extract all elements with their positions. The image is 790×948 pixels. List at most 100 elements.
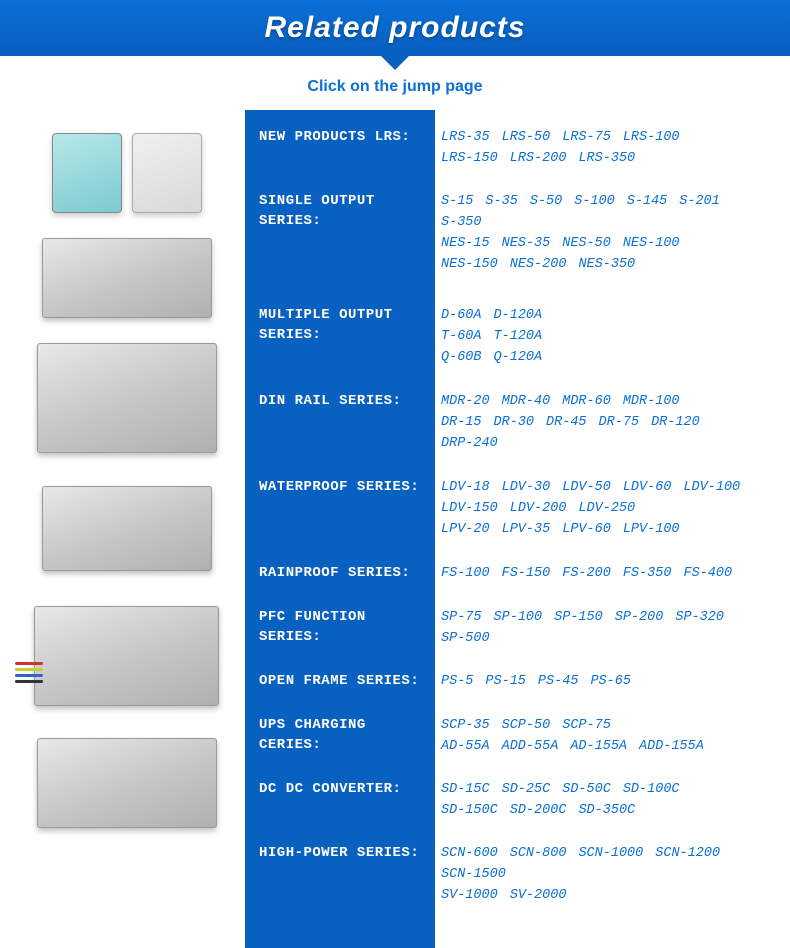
product-link[interactable]: AD-155A [570, 737, 627, 758]
category-label: HIGH-POWER SERIES: [259, 844, 425, 916]
product-link[interactable]: SD-100C [623, 780, 680, 801]
product-link[interactable]: SV-2000 [510, 886, 567, 907]
psu-icon [37, 343, 217, 453]
banner: Related products [0, 0, 790, 56]
product-link[interactable]: T-60A [441, 327, 482, 348]
product-link[interactable]: S-35 [485, 192, 517, 213]
product-link[interactable]: SP-100 [494, 608, 543, 629]
product-link[interactable]: FS-200 [562, 564, 611, 585]
product-link[interactable]: LRS-75 [562, 128, 611, 149]
product-link[interactable]: LRS-35 [441, 128, 490, 149]
product-link[interactable]: PS-65 [590, 672, 631, 693]
product-link[interactable]: S-100 [574, 192, 615, 213]
product-link[interactable]: LPV-35 [502, 520, 551, 541]
product-link[interactable]: FS-100 [441, 564, 490, 585]
product-link[interactable]: DR-120 [651, 413, 700, 434]
product-link[interactable]: LDV-100 [683, 478, 740, 499]
product-link[interactable]: MDR-60 [562, 392, 611, 413]
product-link[interactable]: LDV-18 [441, 478, 490, 499]
product-link[interactable]: LRS-100 [623, 128, 680, 149]
product-link[interactable]: SCP-50 [502, 716, 551, 737]
product-link[interactable]: SD-15C [441, 780, 490, 801]
link-group: LRS-35 LRS-50 LRS-75 LRS-100 LRS-150 LRS-200 L… [441, 128, 780, 178]
product-link[interactable]: T-120A [494, 327, 543, 348]
psu-icon [37, 738, 217, 828]
product-link[interactable]: NES-350 [578, 255, 635, 276]
product-link[interactable]: S-15 [441, 192, 473, 213]
category-label: MULTIPLE OUTPUT SERIES: [259, 306, 425, 378]
product-link[interactable]: SD-25C [502, 780, 551, 801]
product-link[interactable]: LRS-150 [441, 149, 498, 170]
product-link[interactable]: S-50 [530, 192, 562, 213]
product-link[interactable]: LPV-60 [562, 520, 611, 541]
product-link[interactable]: FS-150 [502, 564, 551, 585]
product-link[interactable]: NES-150 [441, 255, 498, 276]
product-link[interactable]: MDR-100 [623, 392, 680, 413]
product-link[interactable]: DR-30 [494, 413, 535, 434]
product-link[interactable]: SCN-600 [441, 844, 498, 865]
link-group: FS-100 FS-150 FS-200 FS-350 FS-400 [441, 564, 780, 594]
product-link[interactable]: NES-200 [510, 255, 567, 276]
product-link[interactable]: FS-400 [683, 564, 732, 585]
psu-icon [42, 238, 212, 318]
product-link[interactable]: SD-200C [510, 801, 567, 822]
product-link[interactable]: D-60A [441, 306, 482, 327]
product-link[interactable]: S-350 [441, 213, 482, 234]
link-group: PS-5 PS-15 PS-45 PS-65 [441, 672, 780, 702]
product-link[interactable]: NES-35 [502, 234, 551, 255]
product-link[interactable]: SCP-75 [562, 716, 611, 737]
product-link[interactable]: SCN-1500 [441, 865, 506, 886]
product-link[interactable]: LDV-250 [578, 499, 635, 520]
psu-icon [52, 133, 122, 213]
product-link[interactable]: SP-500 [441, 629, 490, 650]
product-link[interactable]: MDR-20 [441, 392, 490, 413]
product-link[interactable]: Q-60B [441, 348, 482, 369]
product-link[interactable]: LRS-50 [502, 128, 551, 149]
product-link[interactable]: NES-50 [562, 234, 611, 255]
product-link[interactable]: PS-45 [538, 672, 579, 693]
product-link[interactable]: MDR-40 [502, 392, 551, 413]
product-link[interactable]: S-145 [627, 192, 668, 213]
product-link[interactable]: LPV-100 [623, 520, 680, 541]
product-link[interactable]: LDV-30 [502, 478, 551, 499]
product-link[interactable]: SCN-1200 [655, 844, 720, 865]
product-link[interactable]: SCN-800 [510, 844, 567, 865]
product-link[interactable]: DR-75 [599, 413, 640, 434]
product-link[interactable]: SCN-1000 [578, 844, 643, 865]
product-link[interactable]: DR-15 [441, 413, 482, 434]
product-image [8, 228, 245, 328]
product-link[interactable]: ADD-155A [639, 737, 704, 758]
product-link[interactable]: NES-15 [441, 234, 490, 255]
category-label: RAINPROOF SERIES: [259, 564, 425, 594]
product-link[interactable]: SP-200 [615, 608, 664, 629]
product-link[interactable]: SP-320 [675, 608, 724, 629]
product-link[interactable]: DR-45 [546, 413, 587, 434]
product-link[interactable]: LDV-150 [441, 499, 498, 520]
product-link[interactable]: D-120A [494, 306, 543, 327]
product-link[interactable]: LDV-50 [562, 478, 611, 499]
product-link[interactable]: FS-350 [623, 564, 672, 585]
product-link[interactable]: AD-55A [441, 737, 490, 758]
product-link[interactable]: NES-100 [623, 234, 680, 255]
product-link[interactable]: DRP-240 [441, 434, 498, 455]
product-link[interactable]: ADD-55A [502, 737, 559, 758]
product-link[interactable]: LDV-60 [623, 478, 672, 499]
product-link[interactable]: SP-150 [554, 608, 603, 629]
product-link[interactable]: S-201 [679, 192, 720, 213]
product-link[interactable]: SP-75 [441, 608, 482, 629]
product-link[interactable]: LRS-350 [578, 149, 635, 170]
product-link[interactable]: SD-150C [441, 801, 498, 822]
product-link[interactable]: PS-5 [441, 672, 473, 693]
product-link[interactable]: SD-50C [562, 780, 611, 801]
product-link[interactable]: SD-350C [578, 801, 635, 822]
product-link[interactable]: PS-15 [485, 672, 526, 693]
category-label: DIN RAIL SERIES: [259, 392, 425, 464]
product-link[interactable]: LPV-20 [441, 520, 490, 541]
psu-icon [34, 606, 219, 706]
link-group: SD-15C SD-25C SD-50C SD-100C SD-150C SD-200C S… [441, 780, 780, 830]
product-link[interactable]: LRS-200 [510, 149, 567, 170]
product-link[interactable]: SCP-35 [441, 716, 490, 737]
product-link[interactable]: LDV-200 [510, 499, 567, 520]
product-link[interactable]: SV-1000 [441, 886, 498, 907]
product-link[interactable]: Q-120A [494, 348, 543, 369]
